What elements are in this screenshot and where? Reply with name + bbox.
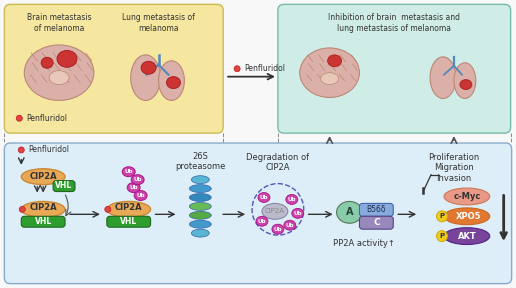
Ellipse shape bbox=[134, 191, 147, 200]
Text: Ub: Ub bbox=[136, 193, 145, 198]
Text: Lung metastasis of
melanoma: Lung metastasis of melanoma bbox=[122, 13, 195, 33]
Text: Ub: Ub bbox=[260, 195, 268, 200]
FancyBboxPatch shape bbox=[107, 216, 151, 227]
Ellipse shape bbox=[17, 115, 22, 121]
Ellipse shape bbox=[24, 45, 94, 101]
Ellipse shape bbox=[167, 77, 181, 88]
Text: VHL: VHL bbox=[55, 181, 73, 190]
Ellipse shape bbox=[189, 194, 211, 201]
Text: AKT: AKT bbox=[458, 232, 476, 240]
Ellipse shape bbox=[328, 55, 342, 67]
Text: VHL: VHL bbox=[35, 217, 52, 226]
Ellipse shape bbox=[158, 61, 184, 101]
Ellipse shape bbox=[437, 211, 447, 222]
Ellipse shape bbox=[234, 66, 240, 72]
Text: Ub: Ub bbox=[134, 177, 142, 182]
Ellipse shape bbox=[122, 167, 135, 177]
Text: VHL: VHL bbox=[120, 217, 137, 226]
Ellipse shape bbox=[49, 71, 69, 85]
Ellipse shape bbox=[300, 48, 360, 97]
Ellipse shape bbox=[21, 201, 65, 217]
Text: Ub: Ub bbox=[124, 169, 133, 174]
Text: C: C bbox=[373, 218, 380, 227]
Text: B56δ: B56δ bbox=[366, 205, 386, 214]
Text: CIP2A: CIP2A bbox=[29, 203, 57, 212]
Ellipse shape bbox=[444, 208, 490, 225]
Text: Ub: Ub bbox=[285, 223, 294, 228]
Ellipse shape bbox=[131, 55, 160, 101]
Ellipse shape bbox=[107, 201, 151, 217]
Text: Inhibition of brain  metastasis and
lung metastasis of melanoma: Inhibition of brain metastasis and lung … bbox=[328, 13, 460, 33]
Text: Proliferation
Migration
Invasion: Proliferation Migration Invasion bbox=[428, 153, 479, 183]
Ellipse shape bbox=[191, 229, 209, 237]
Text: PP2A activity↑: PP2A activity↑ bbox=[333, 239, 395, 248]
Ellipse shape bbox=[189, 185, 211, 192]
Ellipse shape bbox=[141, 61, 156, 74]
Ellipse shape bbox=[21, 169, 65, 185]
Text: Degradation of
CIP2A: Degradation of CIP2A bbox=[246, 153, 310, 172]
Ellipse shape bbox=[127, 183, 140, 192]
Text: Penfluridol: Penfluridol bbox=[26, 114, 67, 123]
Ellipse shape bbox=[286, 194, 298, 204]
Ellipse shape bbox=[272, 224, 284, 234]
Text: A: A bbox=[346, 207, 353, 217]
Ellipse shape bbox=[444, 228, 490, 245]
Ellipse shape bbox=[437, 231, 447, 242]
Ellipse shape bbox=[284, 220, 296, 230]
Ellipse shape bbox=[189, 220, 211, 228]
Text: Ub: Ub bbox=[273, 227, 282, 232]
Text: CIP2A: CIP2A bbox=[265, 208, 285, 214]
Ellipse shape bbox=[18, 147, 24, 153]
Text: c-Myc: c-Myc bbox=[453, 192, 480, 201]
Text: Brain metastasis
of melanoma: Brain metastasis of melanoma bbox=[27, 13, 91, 33]
FancyBboxPatch shape bbox=[53, 181, 75, 192]
Ellipse shape bbox=[320, 73, 338, 85]
Ellipse shape bbox=[57, 50, 77, 67]
Text: P: P bbox=[440, 213, 445, 219]
Text: Penfluridol: Penfluridol bbox=[28, 145, 69, 154]
Ellipse shape bbox=[336, 201, 362, 223]
Text: Ub: Ub bbox=[294, 211, 302, 216]
Ellipse shape bbox=[189, 211, 211, 219]
Ellipse shape bbox=[292, 209, 304, 218]
Text: CIP2A: CIP2A bbox=[115, 203, 142, 212]
Ellipse shape bbox=[430, 57, 456, 98]
Ellipse shape bbox=[105, 206, 111, 212]
Ellipse shape bbox=[454, 63, 476, 98]
Text: CIP2A: CIP2A bbox=[29, 172, 57, 181]
FancyBboxPatch shape bbox=[360, 203, 393, 216]
Text: XPO5: XPO5 bbox=[456, 212, 481, 221]
Ellipse shape bbox=[131, 175, 144, 185]
Text: Penfluridol: Penfluridol bbox=[244, 64, 285, 73]
Ellipse shape bbox=[191, 176, 209, 184]
Ellipse shape bbox=[256, 216, 268, 226]
FancyBboxPatch shape bbox=[278, 4, 511, 133]
FancyBboxPatch shape bbox=[4, 143, 512, 284]
Ellipse shape bbox=[444, 188, 490, 205]
Text: 26S
proteasome: 26S proteasome bbox=[175, 152, 225, 171]
FancyBboxPatch shape bbox=[360, 216, 393, 229]
Ellipse shape bbox=[19, 206, 25, 212]
FancyBboxPatch shape bbox=[21, 216, 65, 227]
Text: P: P bbox=[440, 233, 445, 239]
Ellipse shape bbox=[262, 203, 288, 219]
Text: Ub: Ub bbox=[130, 185, 138, 190]
Ellipse shape bbox=[41, 57, 53, 68]
Text: Ub: Ub bbox=[287, 197, 296, 202]
FancyBboxPatch shape bbox=[4, 4, 223, 133]
Ellipse shape bbox=[258, 192, 270, 202]
Text: Ub: Ub bbox=[257, 219, 266, 224]
Ellipse shape bbox=[460, 79, 472, 90]
Ellipse shape bbox=[189, 202, 211, 210]
